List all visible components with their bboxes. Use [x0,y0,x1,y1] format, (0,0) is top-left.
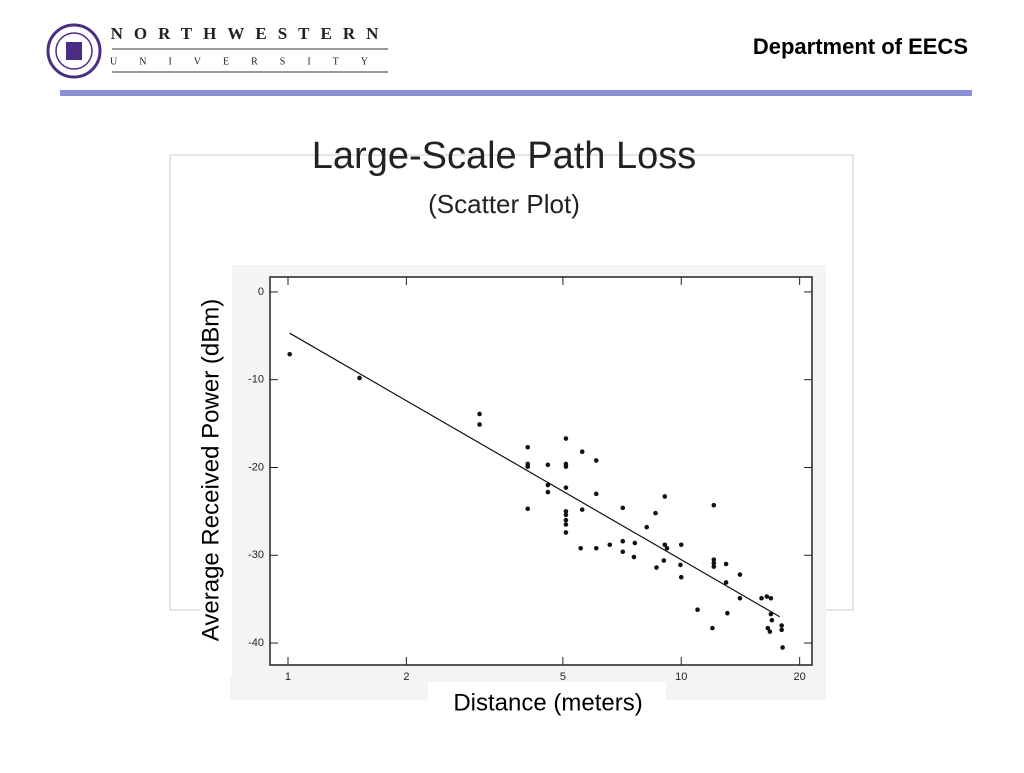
point [662,542,668,548]
point [620,549,626,555]
point [563,530,569,535]
point [593,545,599,551]
point [607,542,613,548]
point [620,538,626,544]
point [737,595,743,601]
point [725,610,730,616]
point [769,617,775,623]
point [579,507,585,512]
point [563,517,569,523]
point [545,462,551,468]
point [620,505,626,511]
point [563,436,569,441]
fit-line [289,332,781,618]
point [477,422,482,427]
y-tick-label: 0 [258,286,264,298]
y-tick-label: -10 [248,374,264,386]
point [653,510,658,516]
point [678,562,683,568]
point [678,542,684,548]
y-tick-label: -30 [248,549,264,561]
point [661,558,667,563]
x-tick-label: 5 [560,671,566,683]
point [525,444,531,450]
point [579,449,585,454]
point [563,522,569,527]
x-tick-label: 20 [794,671,806,683]
x-tick-label: 1 [285,671,291,683]
point [711,560,717,566]
y-tick-label: -40 [248,637,264,649]
chart-subtitle: (Scatter Plot) [428,189,580,219]
point [711,564,717,569]
point [631,554,637,560]
university-sub: UNIVERSITY [110,56,390,67]
department: Department of EECS [753,34,968,59]
point [779,627,784,633]
point [593,458,599,463]
plot: 0 -10 -20 -30 -40 1 2 5 10 20 [248,277,812,683]
point [759,595,764,601]
point [723,561,729,567]
point [710,625,715,631]
point [525,464,531,469]
point [563,509,569,514]
point [765,625,771,631]
point [644,524,650,530]
point [780,645,785,650]
point [767,629,773,634]
x-tick-label: 10 [675,671,687,683]
point [764,594,770,599]
point [711,557,717,562]
logo-seal [46,23,102,79]
point [525,506,531,512]
point [545,489,551,495]
point [678,574,684,580]
chart-title: Large-Scale Path Loss [312,135,696,177]
point [287,351,292,357]
y-label-box [200,265,232,675]
point [357,375,362,381]
point [563,464,569,469]
point [664,545,670,551]
point [563,485,569,490]
point [737,572,743,577]
x-label-box [428,682,666,722]
x-tick-label: 2 [403,671,409,683]
point [779,623,784,628]
x-axis-label: Distance (meters) [453,689,642,716]
point [563,512,569,518]
header-rule [60,90,972,96]
point [662,494,668,499]
y-tick-label: -20 [248,461,264,473]
y-axis-label: Average Received Power (dBm) [197,299,224,641]
university-name: NORTHWESTERN [111,24,390,43]
point [477,411,482,417]
point [723,580,729,585]
point [768,595,774,601]
point [654,565,659,570]
point [711,502,717,508]
plot-area [269,276,813,666]
point [578,545,584,551]
point [593,491,599,497]
point [632,540,638,546]
point [695,607,700,612]
